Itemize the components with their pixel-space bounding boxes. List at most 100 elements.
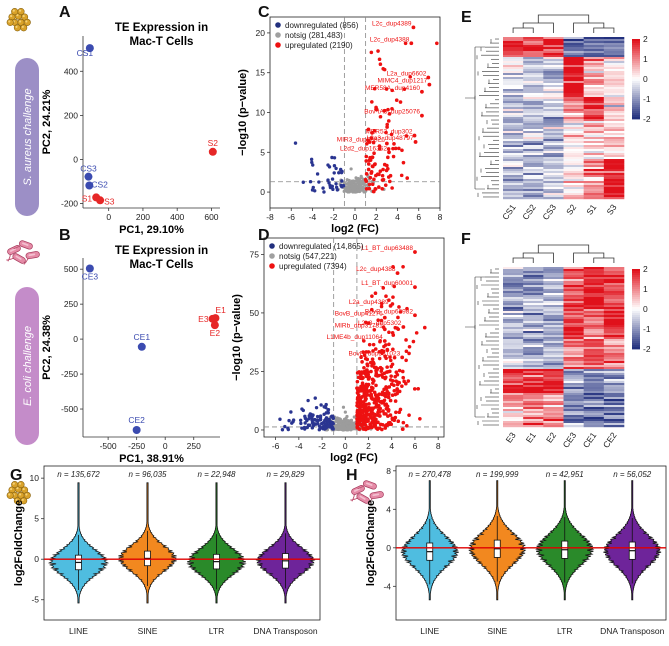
heatmap-cell	[583, 65, 605, 68]
heatmap-cell	[503, 305, 524, 308]
volcano-point-up	[397, 368, 402, 373]
heatmap-cell	[563, 311, 584, 314]
pca-point-label: CS2	[91, 180, 108, 190]
volcano-point-up	[360, 381, 365, 385]
pca-y-label: PC2, 24.38%	[41, 315, 53, 380]
heatmap-cell	[583, 123, 605, 126]
heatmap-cell	[603, 49, 625, 52]
heatmap-cell	[583, 127, 605, 130]
heatmap-cell	[563, 83, 584, 86]
volcano-point-down	[307, 414, 311, 418]
heatmap-cell	[523, 287, 544, 290]
heatmap-cell	[543, 323, 564, 326]
heatmap-cell	[563, 37, 584, 40]
heatmap-cell	[543, 173, 564, 176]
volcano-point-down	[326, 419, 330, 424]
heatmap-cell	[583, 267, 605, 270]
heatmap-cell	[563, 105, 584, 108]
violin-category-label: LINE	[420, 626, 439, 636]
heatmap-cell	[603, 151, 625, 154]
heatmap-cell	[503, 357, 524, 360]
heatmap-cell	[523, 331, 544, 334]
volcano-point-up	[378, 114, 383, 119]
volcano-point-up	[404, 349, 409, 354]
heatmap-cell	[583, 177, 605, 180]
heatmap-cell	[603, 131, 625, 134]
volcano-point-up	[382, 411, 387, 416]
volcano-y-tick-label: 5	[260, 147, 265, 157]
heatmap-cell	[503, 379, 524, 382]
volcano-points	[293, 41, 439, 194]
heatmap-cell	[603, 417, 625, 420]
heatmap-cell	[503, 57, 524, 60]
heatmap-cell	[583, 315, 605, 318]
heatmap-cell	[543, 183, 564, 186]
heatmap-cell	[503, 179, 524, 182]
heatmap-cell	[603, 67, 625, 70]
heatmap-cell	[563, 113, 584, 116]
heatmap-cell	[503, 153, 524, 156]
heatmap-cell	[523, 413, 544, 416]
volcano-point-up	[378, 422, 383, 427]
volcano-x-tick-label: 0	[343, 441, 348, 451]
volcano-point-up	[367, 186, 372, 191]
heatmap-cell	[563, 383, 584, 386]
heatmap-cell	[563, 195, 584, 198]
heatmap-cell	[543, 357, 564, 360]
volcano-points	[278, 264, 427, 432]
heatmap-cell	[603, 293, 625, 296]
volcano-annotation: Bov-tA3_dup25076	[364, 109, 420, 116]
volcano-legend-swatch	[269, 263, 275, 269]
volcano-annotated-point	[413, 140, 418, 144]
heatmap-cell	[563, 367, 584, 370]
heatmap-cell	[543, 131, 564, 134]
heatmap-cell	[523, 273, 544, 276]
heatmap-cell	[603, 155, 625, 158]
heatmap-cell	[503, 73, 524, 76]
heatmap-cell	[563, 281, 584, 284]
heatmap-cell	[543, 279, 564, 282]
heatmap-cell	[503, 397, 524, 400]
heatmap-cell	[543, 195, 564, 198]
volcano-point-up	[411, 339, 416, 344]
volcano-point-up	[364, 320, 368, 325]
volcano-point-up	[374, 383, 378, 388]
volcano-point-down	[313, 396, 317, 400]
heatmap-cell	[563, 89, 584, 92]
heatmap-cell	[583, 91, 605, 94]
volcano-point-up	[381, 409, 385, 413]
heatmap-cell	[503, 115, 524, 118]
heatmap-cell	[523, 117, 544, 120]
heatmap-cell	[543, 47, 564, 50]
heatmap-cell	[583, 115, 605, 118]
volcano-y-tick-label: 0	[260, 187, 265, 197]
heatmap-cell	[563, 169, 584, 172]
volcano-point-up	[360, 395, 364, 399]
heatmap-cell	[603, 303, 625, 306]
volcano-annotation: L2a_dup4389	[349, 299, 389, 306]
heatmap-cell	[603, 391, 625, 394]
heatmap-colorbar: 210-1-2	[632, 34, 651, 124]
heatmap-cell	[583, 313, 605, 316]
heatmap-cell	[603, 271, 625, 274]
volcano-point-down	[327, 181, 331, 185]
heatmap-cell	[503, 169, 524, 172]
heatmap-cell	[603, 109, 625, 112]
heatmap-cell	[503, 361, 524, 364]
heatmap-cell	[583, 393, 605, 396]
volcano-point-up	[378, 365, 383, 370]
heatmap-cell	[503, 141, 524, 144]
heatmap-cell	[583, 371, 605, 374]
volcano-point-up	[391, 146, 395, 151]
volcano-x-tick-label: 8	[436, 441, 441, 451]
heatmap-cell	[603, 195, 625, 198]
heatmap-cell	[603, 73, 625, 76]
volcano-point-up	[355, 419, 360, 424]
heatmap-cell	[523, 63, 544, 66]
heatmap-cell	[603, 425, 625, 428]
side-label-text: S. aureus challenge	[22, 88, 34, 185]
heatmap-cell	[583, 389, 605, 392]
volcano-legend-swatch	[269, 243, 275, 249]
